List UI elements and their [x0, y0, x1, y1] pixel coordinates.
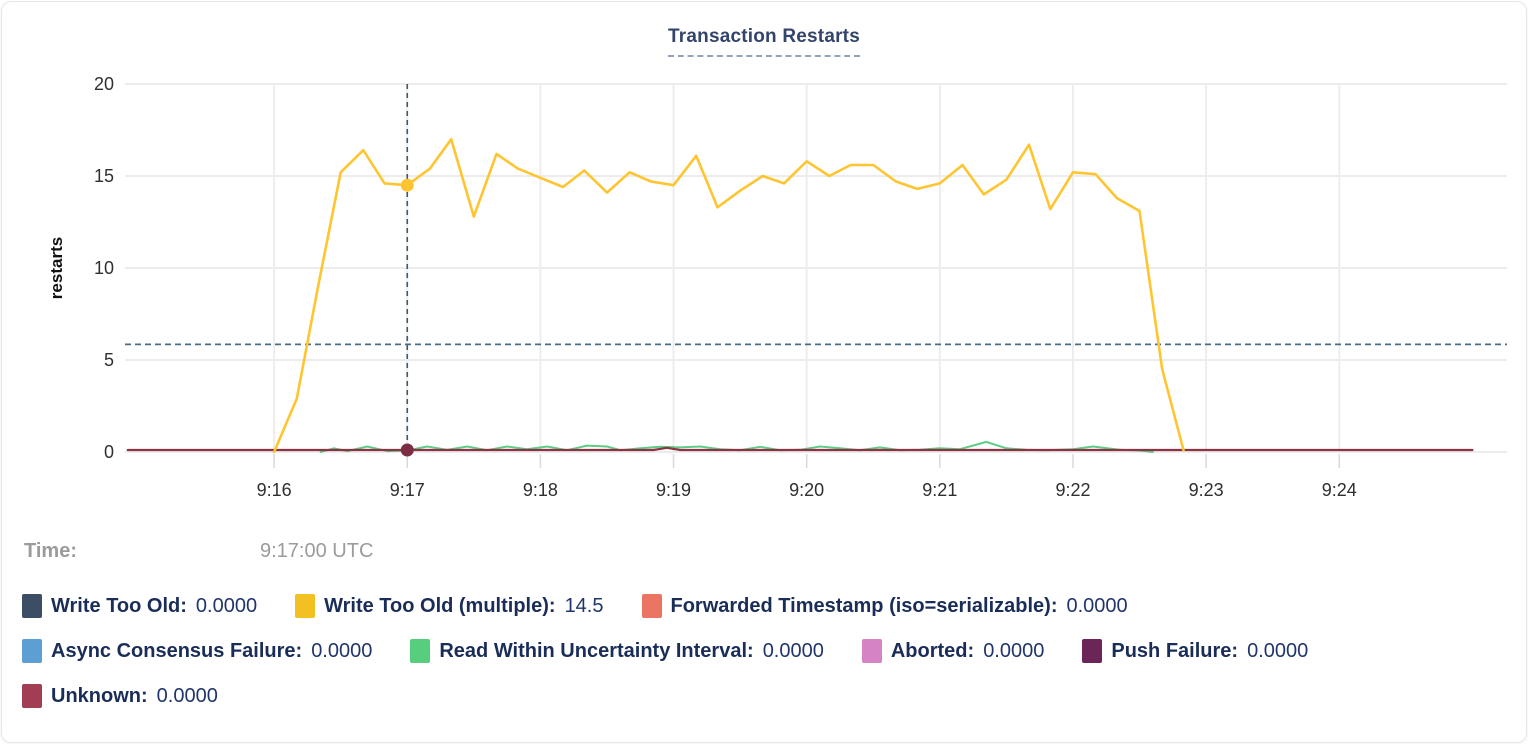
time-label: Time: — [24, 540, 77, 562]
chart-title-wrap: Transaction Restarts — [2, 26, 1526, 57]
legend-series-value: 0.0000 — [311, 639, 373, 662]
legend-item: Write Too Old: 0.0000 — [22, 594, 257, 618]
y-tick-label: 0 — [104, 442, 114, 462]
legend-item: Aborted: 0.0000 — [861, 639, 1045, 663]
y-tick-label: 20 — [94, 74, 114, 94]
legend-series-value: 0.0000 — [762, 639, 824, 662]
x-tick-label: 9:22 — [1055, 480, 1090, 500]
legend-item: Write Too Old (multiple): 14.5 — [295, 594, 604, 618]
legend-swatch-icon — [22, 684, 42, 708]
legend-item: Push Failure: 0.0000 — [1082, 639, 1308, 663]
y-axis-label: restarts — [47, 237, 66, 299]
legend-series-value: 0.0000 — [983, 639, 1045, 662]
cursor-point-dot — [400, 443, 414, 457]
legend-item: Unknown: 0.0000 — [22, 684, 218, 708]
legend-series-value: 0.0000 — [195, 594, 258, 617]
legend-swatch-icon — [1082, 639, 1103, 663]
legend-series-value: 14.5 — [564, 594, 604, 617]
legend-series-label: Unknown: — [51, 684, 148, 707]
legend-row-1: Write Too Old: 0.0000 Write Too Old (multi… — [22, 592, 1506, 620]
cursor-time-row: Time: 9:17:00 UTC — [24, 540, 724, 566]
legend-swatch-icon — [22, 594, 42, 618]
series-line — [272, 137, 1185, 454]
y-tick-label: 5 — [104, 350, 114, 370]
legend-series-label: Forwarded Timestamp (iso=serializable): — [670, 594, 1058, 617]
legend-item: Forwarded Timestamp (iso=serializable): 0… — [641, 594, 1128, 618]
transaction-restarts-chart[interactable]: 0 5 10 15 20 9:16 9:17 9:18 9:19 9:20 9:21 9:22 9:23… — [2, 2, 1528, 532]
x-tick-label: 9:17 — [390, 480, 425, 500]
legend-series-label: Write Too Old: — [51, 594, 187, 617]
legend-swatch-icon — [410, 639, 431, 663]
legend-swatch-icon — [641, 594, 662, 618]
chart-legend: Write Too Old: 0.0000 Write Too Old (multi… — [22, 592, 1506, 727]
x-tick-label: 9:24 — [1322, 480, 1357, 500]
series-line — [126, 446, 1474, 452]
y-tick-label: 10 — [94, 258, 114, 278]
legend-row-3: Unknown: 0.0000 — [22, 682, 1506, 710]
time-value: 9:17:00 UTC — [260, 540, 374, 562]
x-tick-label: 9:20 — [789, 480, 824, 500]
legend-swatch-icon — [861, 639, 882, 663]
x-tick-label: 9:19 — [656, 480, 691, 500]
legend-series-label: Aborted: — [890, 639, 975, 662]
chart-title[interactable]: Transaction Restarts — [668, 26, 860, 57]
cursor-point-dot — [400, 178, 414, 192]
legend-series-label: Write Too Old (multiple): — [324, 594, 556, 617]
legend-series-value: 0.0000 — [1247, 639, 1309, 662]
legend-series-label: Async Consensus Failure: — [51, 639, 303, 662]
y-tick-label: 15 — [94, 166, 114, 186]
legend-item: Async Consensus Failure: 0.0000 — [22, 639, 372, 663]
legend-swatch-icon — [295, 594, 316, 618]
legend-series-label: Push Failure: — [1111, 639, 1239, 662]
legend-swatch-icon — [22, 639, 42, 663]
x-tick-label: 9:23 — [1189, 480, 1224, 500]
x-tick-label: 9:21 — [922, 480, 957, 500]
legend-item: Read Within Uncertainty Interval: 0.0000 — [410, 639, 824, 663]
x-tick-label: 9:16 — [257, 480, 292, 500]
legend-series-value: 0.0000 — [156, 684, 218, 707]
legend-series-value: 0.0000 — [1066, 594, 1128, 617]
x-tick-label: 9:18 — [523, 480, 558, 500]
legend-row-2: Async Consensus Failure: 0.0000 Read Withi… — [22, 637, 1506, 665]
legend-series-label: Read Within Uncertainty Interval: — [439, 639, 754, 662]
